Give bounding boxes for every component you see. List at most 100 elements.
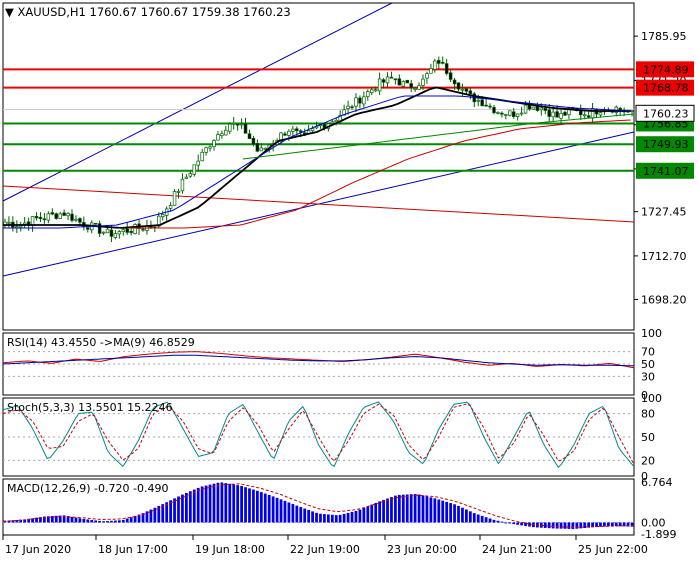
candle-body <box>429 68 433 74</box>
candle-body <box>38 216 43 220</box>
macd-bar <box>520 522 523 526</box>
time-tick-label: 19 Jun 18:00 <box>195 543 265 556</box>
indicator-tick-label: 100 <box>641 327 662 340</box>
macd-bar <box>465 509 468 523</box>
indicator-tick-label: -1.899 <box>641 528 676 541</box>
macd-bar <box>224 483 228 523</box>
macd-bar <box>78 518 82 523</box>
candle-body <box>500 112 504 115</box>
macd-bar <box>121 519 125 523</box>
macd-bar <box>19 519 23 523</box>
macd-bar <box>508 522 512 524</box>
macd-bar <box>23 519 27 523</box>
candle-body <box>259 147 264 152</box>
candle-body <box>354 97 358 107</box>
candle-body <box>618 107 622 111</box>
candle-body <box>582 114 587 117</box>
macd-bar <box>232 484 236 523</box>
candle-body <box>362 96 366 105</box>
candle-body <box>58 213 62 219</box>
macd-bar <box>98 520 102 523</box>
candle-body <box>192 164 197 175</box>
candle-body <box>437 60 441 64</box>
macd-pane: 6.764 0.00-1.899 MACD(12,26,9) -0.720 -0.4… <box>2 476 676 541</box>
time-tick-label: 25 Jun 22:00 <box>578 543 648 556</box>
candle-body <box>251 137 256 145</box>
channel-upper-line <box>2 2 393 202</box>
macd-bar <box>606 522 610 527</box>
macd-bar <box>433 498 437 523</box>
macd-bar <box>610 522 614 527</box>
main-price-pane: 1785.951771.201756.451741.701727.451712.… <box>2 2 695 331</box>
macd-bar <box>271 496 275 523</box>
candle-body <box>515 113 520 117</box>
candle-body <box>176 191 181 193</box>
macd-bar <box>567 522 571 529</box>
candle-body <box>468 90 473 95</box>
candle-body <box>440 61 445 64</box>
candle-body <box>346 105 350 109</box>
current-price-label: 1760.23 <box>643 107 689 120</box>
candle-body <box>188 173 193 177</box>
macd-bar <box>378 501 382 523</box>
candle-body <box>42 218 47 221</box>
candle-body <box>287 130 291 136</box>
candle-body <box>228 123 232 132</box>
candle-body <box>504 114 508 116</box>
macd-bar <box>66 516 70 523</box>
macd-bar <box>161 504 165 523</box>
macd-bar <box>94 520 98 523</box>
macd-bar <box>39 517 42 523</box>
candle-body <box>539 107 544 111</box>
candle-body <box>511 111 516 117</box>
candle-body <box>180 178 185 192</box>
candle-body <box>334 119 338 123</box>
candle-body <box>97 223 102 234</box>
macd-bar <box>366 506 370 523</box>
candle-body <box>389 76 394 79</box>
macd-bar <box>212 483 216 523</box>
candle-body <box>535 106 540 111</box>
ohlc-high: 1760.67 <box>141 5 189 19</box>
macd-bar <box>259 492 263 523</box>
macd-bar <box>323 514 326 523</box>
level-label-1: 1768.78 <box>643 82 689 95</box>
candle-body <box>133 224 137 234</box>
candle-body <box>508 110 512 116</box>
macd-bar <box>149 509 153 523</box>
candle-body <box>129 230 133 233</box>
candle-body <box>62 212 66 216</box>
candle-body <box>279 132 283 142</box>
candle-body <box>381 79 386 83</box>
indicator-tick-label: 50 <box>641 431 655 444</box>
macd-bar <box>153 507 157 523</box>
macd-bar <box>449 503 452 523</box>
macd-bar <box>472 513 476 523</box>
price-tick-label: 1698.20 <box>641 293 687 306</box>
macd-bar <box>90 519 94 523</box>
macd-bar <box>543 522 547 528</box>
macd-bar <box>303 508 307 523</box>
macd-bar <box>188 491 192 523</box>
macd-bar <box>354 510 358 523</box>
candle-body <box>409 83 413 89</box>
indicator-tick-label: 50 <box>641 358 655 371</box>
macd-bar <box>338 514 342 523</box>
indicator-tick-label: 70 <box>641 346 655 359</box>
macd-bar <box>137 514 141 523</box>
macd-bar <box>437 499 441 523</box>
candle-body <box>212 140 216 148</box>
macd-bar <box>484 517 488 523</box>
macd-bar <box>425 496 429 523</box>
macd-bar <box>255 490 259 523</box>
candle-body <box>413 88 417 90</box>
candle-body <box>231 122 236 125</box>
macd-bar <box>524 522 527 526</box>
candle-body <box>385 76 390 84</box>
candle-body <box>456 82 461 90</box>
macd-bar <box>177 496 180 523</box>
macd-bar <box>618 522 622 527</box>
